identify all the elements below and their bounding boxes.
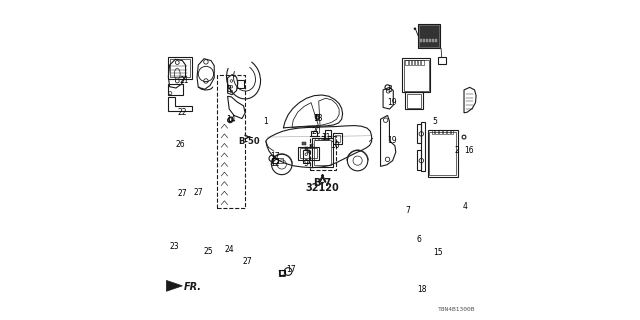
- Text: 19: 19: [387, 136, 397, 145]
- Bar: [325, 130, 332, 138]
- Text: 20: 20: [312, 127, 321, 136]
- Bar: [326, 138, 328, 140]
- Text: 15: 15: [433, 248, 443, 257]
- Bar: [432, 39, 434, 42]
- Text: 19: 19: [387, 98, 397, 107]
- Text: 27: 27: [243, 257, 252, 266]
- Bar: [421, 60, 424, 65]
- Bar: [429, 39, 431, 42]
- Text: 17: 17: [286, 265, 296, 275]
- Bar: [417, 150, 421, 170]
- Text: 27: 27: [193, 188, 203, 197]
- Bar: [218, 75, 246, 208]
- Text: 5: 5: [432, 117, 437, 126]
- Bar: [420, 39, 422, 42]
- Text: 25: 25: [203, 247, 212, 256]
- Bar: [404, 60, 429, 91]
- Bar: [435, 130, 438, 134]
- Text: 12: 12: [270, 159, 280, 168]
- Bar: [418, 60, 420, 65]
- Bar: [423, 39, 425, 42]
- Text: 24: 24: [225, 245, 234, 254]
- Text: 6: 6: [417, 235, 421, 244]
- Text: 10: 10: [330, 141, 340, 150]
- Bar: [451, 130, 454, 134]
- Bar: [418, 24, 440, 48]
- Bar: [168, 84, 183, 95]
- Bar: [170, 59, 189, 77]
- Bar: [316, 125, 319, 127]
- Text: 3: 3: [388, 85, 392, 94]
- Text: 16: 16: [464, 146, 474, 155]
- Bar: [335, 135, 340, 142]
- Text: 7: 7: [405, 206, 410, 215]
- Text: 13: 13: [314, 114, 323, 123]
- Bar: [408, 60, 411, 65]
- Bar: [439, 130, 442, 134]
- Bar: [405, 60, 408, 65]
- Text: 14: 14: [227, 115, 236, 124]
- Text: 21: 21: [180, 76, 189, 85]
- Bar: [298, 147, 319, 160]
- Text: 1: 1: [263, 117, 268, 126]
- Text: 18: 18: [417, 284, 427, 293]
- Bar: [333, 133, 342, 144]
- Text: 26: 26: [175, 140, 185, 149]
- Text: 11: 11: [321, 133, 330, 142]
- Bar: [310, 136, 336, 170]
- Bar: [300, 148, 317, 158]
- Bar: [322, 138, 324, 140]
- Text: 4: 4: [463, 202, 467, 211]
- Text: B-7: B-7: [314, 178, 332, 188]
- Bar: [307, 150, 310, 153]
- Bar: [426, 39, 428, 42]
- Text: 22: 22: [178, 108, 187, 117]
- Text: 9: 9: [303, 159, 308, 168]
- Text: 12: 12: [278, 270, 287, 279]
- Bar: [407, 94, 421, 108]
- Bar: [237, 80, 244, 88]
- Bar: [305, 147, 308, 150]
- Text: 17: 17: [270, 152, 280, 161]
- Bar: [303, 150, 309, 163]
- Bar: [412, 60, 414, 65]
- Text: 8: 8: [227, 85, 232, 94]
- Polygon shape: [166, 280, 182, 291]
- Bar: [272, 158, 278, 163]
- Bar: [429, 132, 456, 175]
- Bar: [168, 57, 191, 79]
- Bar: [435, 39, 436, 42]
- Bar: [405, 92, 423, 109]
- Circle shape: [413, 28, 416, 30]
- Bar: [447, 130, 450, 134]
- Text: T8N4B1300B: T8N4B1300B: [438, 307, 476, 312]
- Bar: [402, 58, 430, 92]
- Bar: [303, 141, 306, 145]
- Bar: [312, 138, 333, 167]
- Text: 32120: 32120: [306, 183, 339, 193]
- Text: 27: 27: [177, 189, 187, 198]
- Text: 2: 2: [454, 146, 460, 155]
- Bar: [417, 124, 421, 143]
- Bar: [279, 270, 285, 275]
- Bar: [438, 57, 446, 64]
- Bar: [419, 25, 438, 47]
- Bar: [421, 122, 425, 171]
- Bar: [316, 138, 318, 140]
- Text: FR.: FR.: [184, 282, 202, 292]
- Bar: [443, 130, 446, 134]
- Text: 23: 23: [169, 242, 179, 251]
- Bar: [311, 131, 317, 136]
- Bar: [310, 144, 313, 147]
- Bar: [428, 130, 458, 177]
- Bar: [431, 130, 435, 134]
- Bar: [415, 60, 417, 65]
- Bar: [319, 138, 321, 140]
- Bar: [314, 140, 332, 165]
- Text: B-50: B-50: [239, 137, 260, 146]
- Bar: [278, 158, 283, 163]
